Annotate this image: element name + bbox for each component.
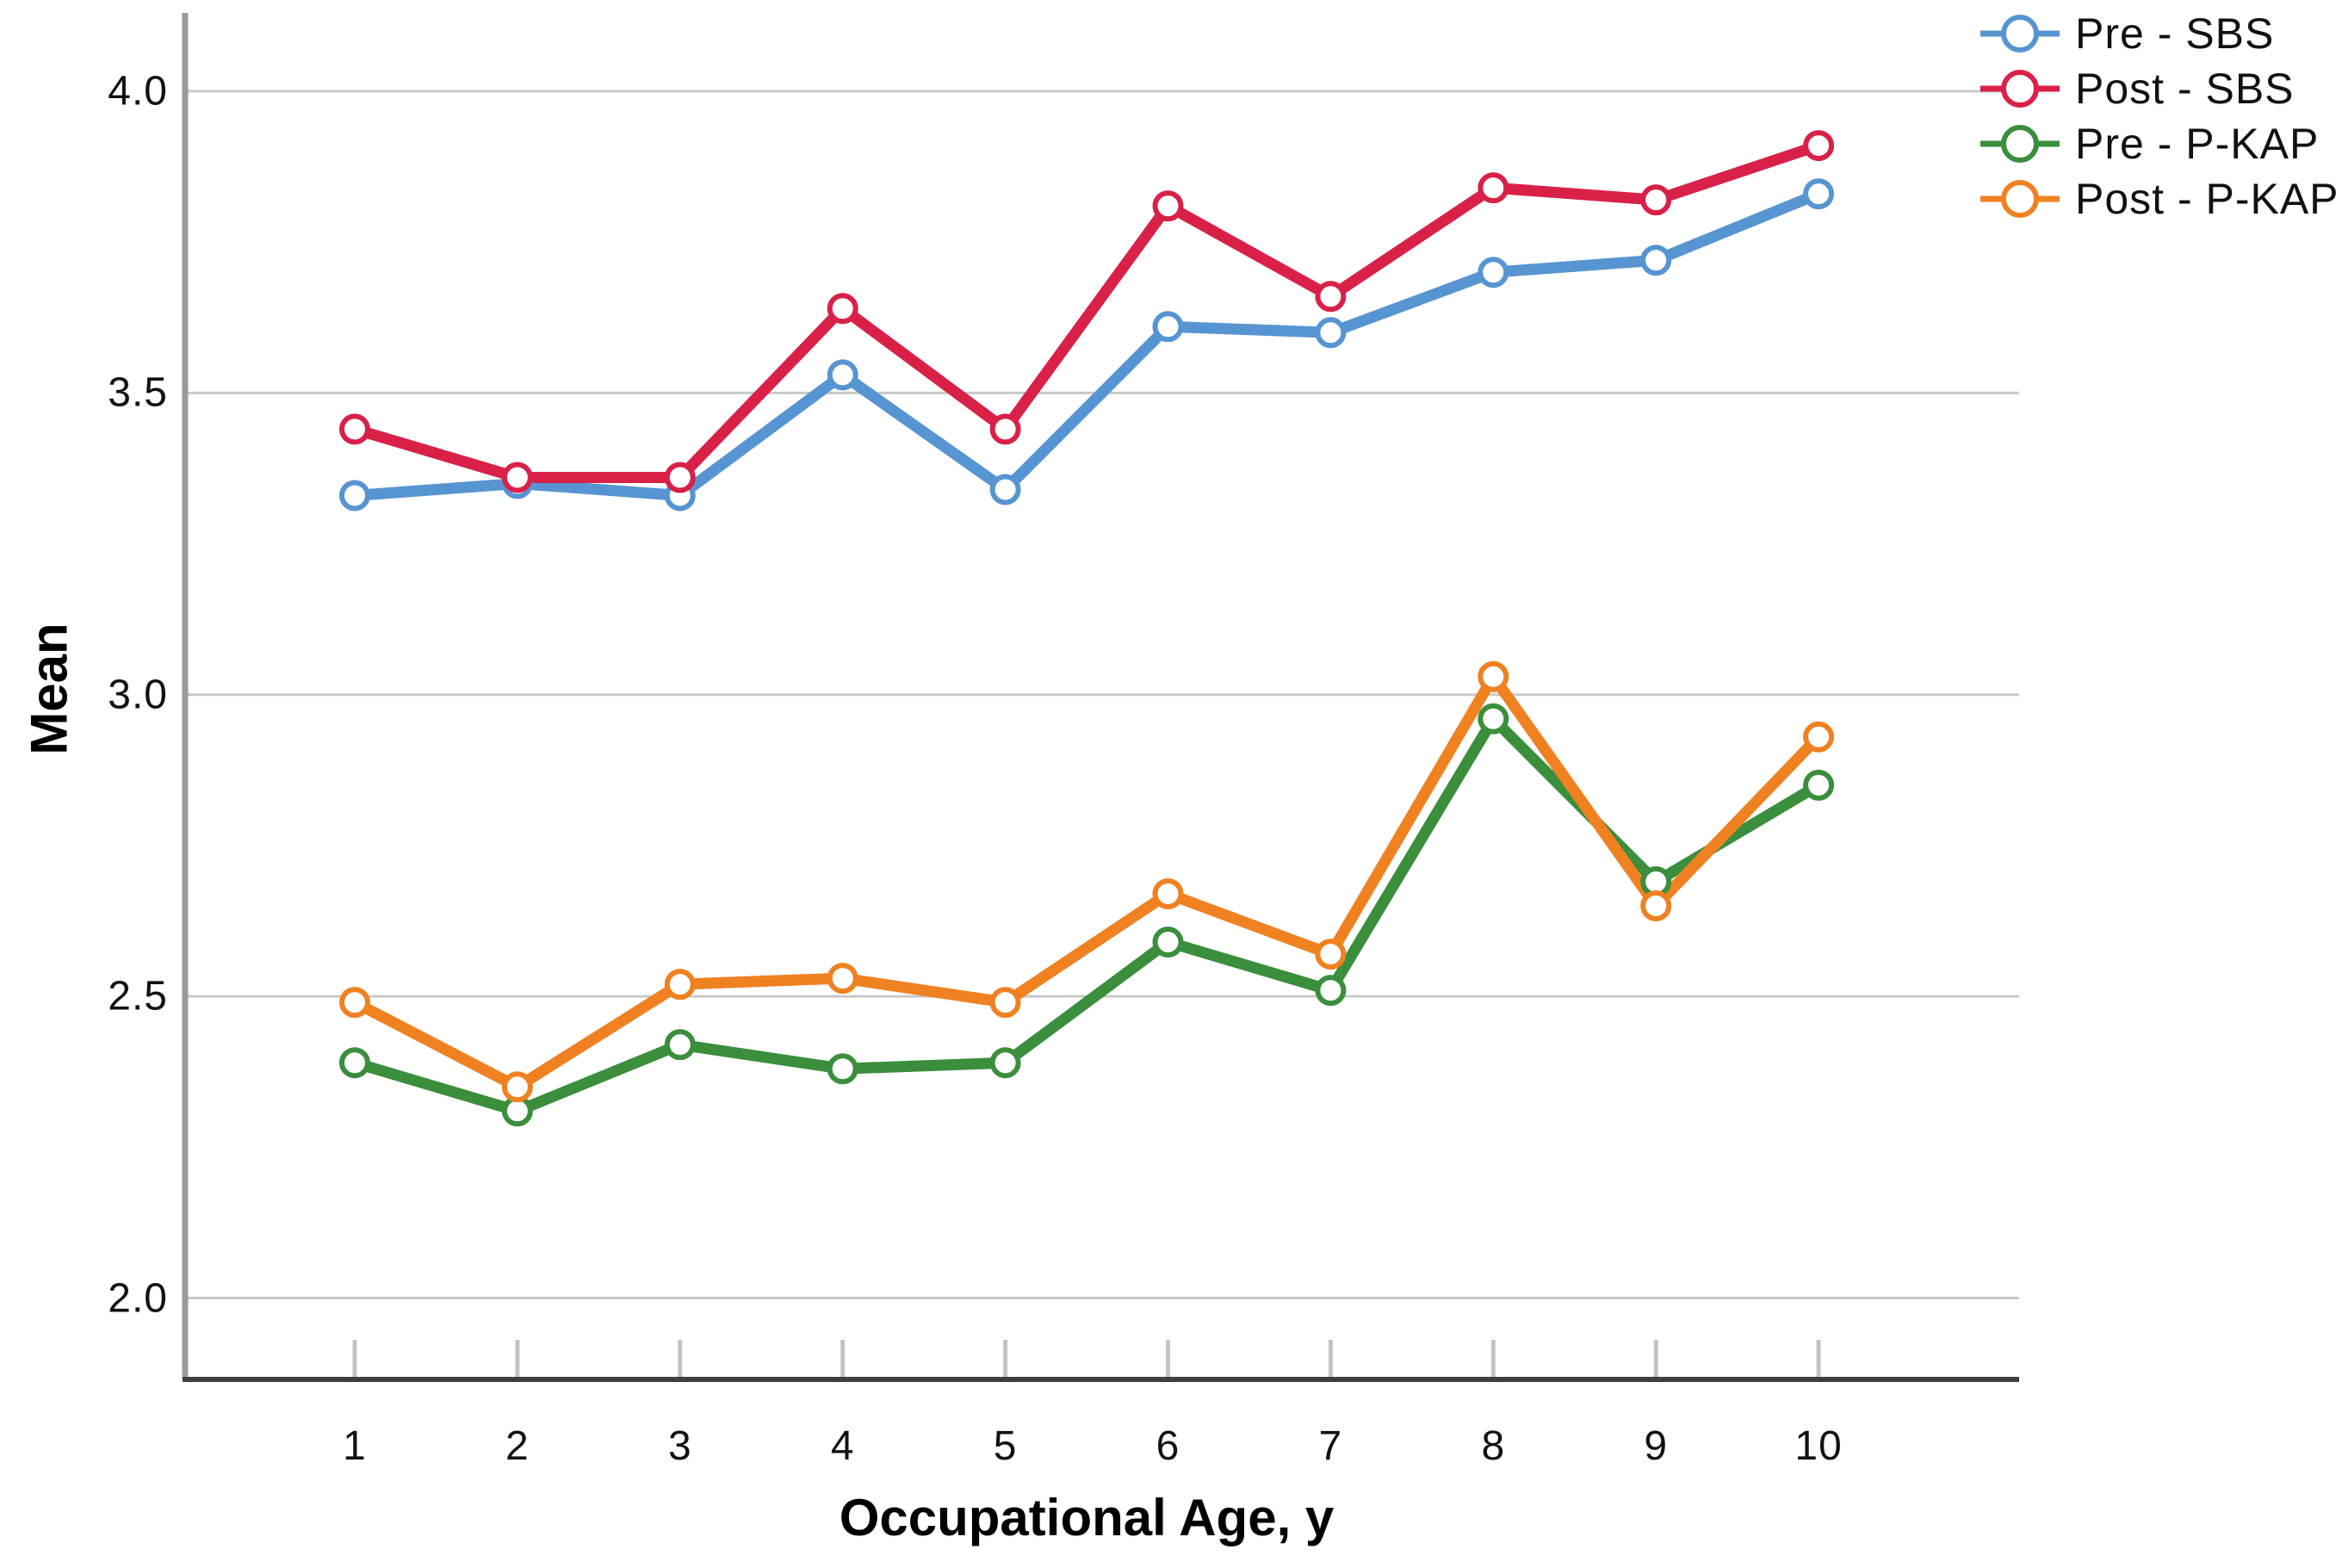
series-line-post-p-kap [349, 671, 1825, 1093]
data-point-marker-post-sbs [664, 462, 696, 493]
x-tick-label: 10 [1794, 1423, 1843, 1469]
data-point-marker-post-sbs [1315, 281, 1347, 313]
data-point-marker-post-sbs [989, 413, 1021, 445]
legend: Pre - SBS Post - SBS Pre - P-KAP Post - P-K… [1980, 9, 2339, 223]
data-point-marker-post-sbs [1803, 130, 1835, 162]
data-point-marker-post-p-kap [339, 987, 370, 1019]
data-point-marker-post-sbs [1152, 190, 1184, 222]
x-axis-title: Occupational Age, y [839, 1489, 1335, 1546]
data-point-marker-post-sbs [339, 413, 370, 445]
x-tick-label: 9 [1644, 1423, 1669, 1469]
x-tick-label: 1 [343, 1423, 367, 1469]
data-point-marker-pre-p-kap [1152, 927, 1184, 958]
x-tick-label: 4 [830, 1423, 855, 1469]
y-tick-label: 4.0 [108, 68, 168, 115]
data-point-marker-pre-sbs [1315, 317, 1347, 349]
y-tick-label: 2.0 [108, 1275, 168, 1321]
x-tick-label: 8 [1481, 1423, 1506, 1469]
x-tick-label: 7 [1318, 1423, 1343, 1469]
data-point-marker-pre-p-kap [1478, 703, 1509, 734]
data-point-marker-post-sbs [1640, 184, 1672, 216]
legend-item-post-p-kap: Post - P-KAP [1980, 175, 2339, 223]
data-point-marker-post-sbs [1478, 172, 1509, 204]
data-point-marker-pre-p-kap [664, 1029, 696, 1061]
legend-item-label: Post - SBS [2075, 65, 2295, 113]
y-tick-label: 2.5 [108, 973, 168, 1020]
legend-item-label: Post - P-KAP [2075, 175, 2339, 223]
legend-marker-icon [1980, 125, 2060, 163]
data-point-marker-pre-p-kap [1315, 975, 1347, 1007]
legend-marker-icon [1980, 15, 2060, 53]
data-point-marker-pre-sbs [1478, 257, 1509, 288]
data-point-marker-post-p-kap [1152, 877, 1184, 909]
data-point-marker-pre-sbs [339, 480, 370, 511]
legend-marker-icon [1980, 70, 2060, 108]
legend-item-pre-p-kap: Pre - P-KAP [1980, 120, 2339, 168]
series-line-pre-sbs [349, 188, 1825, 502]
data-point-marker-pre-p-kap [1803, 769, 1835, 801]
data-point-marker-post-p-kap [664, 969, 696, 1001]
data-point-marker-pre-p-kap [989, 1047, 1021, 1079]
x-tick-label: 6 [1156, 1423, 1180, 1469]
data-point-marker-post-sbs [501, 462, 533, 493]
data-point-marker-post-p-kap [989, 987, 1021, 1019]
data-point-marker-pre-sbs [989, 474, 1021, 505]
y-tick-label: 3.0 [108, 672, 168, 718]
y-axis-title: Mean [20, 623, 78, 755]
data-point-marker-post-p-kap [827, 963, 858, 995]
legend-marker-icon [1980, 180, 2060, 218]
data-point-marker-pre-sbs [1803, 178, 1835, 210]
legend-item-label: Pre - SBS [2075, 9, 2275, 58]
data-point-marker-post-p-kap [1315, 939, 1347, 970]
x-tick-label: 5 [993, 1423, 1018, 1469]
data-point-marker-pre-sbs [1640, 245, 1672, 276]
series-line-post-sbs [349, 139, 1825, 483]
y-tick-label: 3.5 [108, 369, 168, 416]
data-point-marker-post-p-kap [1478, 660, 1509, 692]
data-point-marker-pre-sbs [827, 359, 858, 391]
legend-item-post-sbs: Post - SBS [1980, 65, 2339, 113]
legend-item-pre-sbs: Pre - SBS [1980, 9, 2339, 58]
data-point-marker-pre-sbs [1152, 311, 1184, 343]
x-tick-label: 2 [505, 1423, 530, 1469]
data-point-marker-pre-p-kap [339, 1047, 370, 1079]
legend-item-label: Pre - P-KAP [2075, 120, 2320, 168]
data-point-marker-post-p-kap [501, 1071, 533, 1103]
data-point-marker-pre-p-kap [827, 1053, 858, 1085]
data-point-marker-post-p-kap [1640, 890, 1672, 922]
data-point-marker-post-p-kap [1803, 721, 1835, 753]
x-tick-label: 3 [667, 1423, 692, 1469]
data-point-marker-post-sbs [827, 293, 858, 325]
